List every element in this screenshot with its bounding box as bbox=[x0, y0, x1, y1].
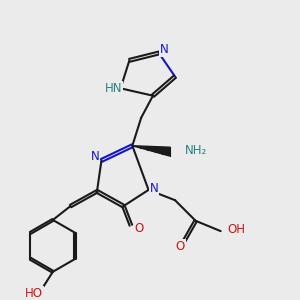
Polygon shape bbox=[132, 146, 170, 156]
Text: OH: OH bbox=[227, 224, 245, 236]
Text: O: O bbox=[176, 240, 185, 253]
Text: N: N bbox=[160, 43, 169, 56]
Text: HO: HO bbox=[25, 287, 43, 300]
Text: O: O bbox=[134, 222, 144, 235]
Text: NH₂: NH₂ bbox=[185, 144, 208, 157]
Text: HN: HN bbox=[104, 82, 122, 95]
Text: N: N bbox=[149, 182, 158, 195]
Text: N: N bbox=[91, 150, 99, 164]
